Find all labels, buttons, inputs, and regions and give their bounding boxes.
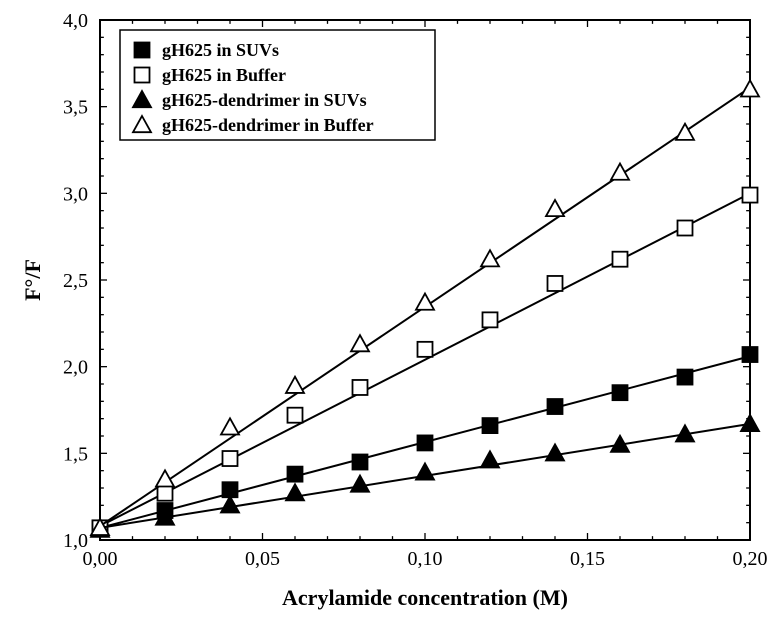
chart-svg: 0,000,050,100,150,20Acrylamide concentra… xyxy=(0,0,777,619)
y-tick-label: 3,0 xyxy=(63,183,88,205)
marker-square xyxy=(483,312,498,327)
x-tick-label: 0,15 xyxy=(570,548,605,570)
y-tick-label: 1,5 xyxy=(63,443,88,465)
marker-square xyxy=(223,451,238,466)
x-axis-label: Acrylamide concentration (M) xyxy=(282,585,568,610)
legend-label: gH625-dendrimer in SUVs xyxy=(162,90,367,110)
marker-square xyxy=(678,370,693,385)
y-tick-label: 2,0 xyxy=(63,357,88,379)
marker-square xyxy=(288,467,303,482)
marker-square xyxy=(288,408,303,423)
marker-square xyxy=(743,347,758,362)
marker-square xyxy=(613,252,628,267)
chart-container: 0,000,050,100,150,20Acrylamide concentra… xyxy=(0,0,777,619)
marker-square xyxy=(135,43,150,58)
marker-square xyxy=(353,455,368,470)
legend-label: gH625-dendrimer in Buffer xyxy=(162,115,374,135)
marker-square xyxy=(548,399,563,414)
marker-square xyxy=(353,380,368,395)
marker-square xyxy=(483,418,498,433)
marker-square xyxy=(548,276,563,291)
marker-square xyxy=(418,342,433,357)
legend-label: gH625 in SUVs xyxy=(162,40,279,60)
y-tick-label: 2,5 xyxy=(63,270,88,292)
marker-square xyxy=(418,435,433,450)
x-tick-label: 0,10 xyxy=(408,548,443,570)
marker-square xyxy=(743,188,758,203)
marker-square xyxy=(158,486,173,501)
marker-square xyxy=(135,68,150,83)
marker-square xyxy=(678,221,693,236)
legend-label: gH625 in Buffer xyxy=(162,65,286,85)
y-axis-label: F°/F xyxy=(20,259,45,301)
y-tick-label: 1,0 xyxy=(63,530,88,552)
marker-square xyxy=(613,385,628,400)
y-tick-label: 4,0 xyxy=(63,10,88,32)
y-tick-label: 3,5 xyxy=(63,97,88,119)
x-tick-label: 0,20 xyxy=(733,548,768,570)
x-tick-label: 0,05 xyxy=(245,548,280,570)
